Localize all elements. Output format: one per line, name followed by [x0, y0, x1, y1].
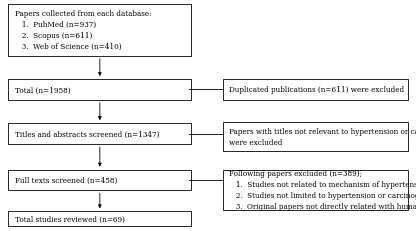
Text: Papers with titles not relevant to hypertension or carcinogenesis (n=889)
were e: Papers with titles not relevant to hyper…	[229, 128, 416, 146]
Text: Papers collected from each database:
   1.  PubMed (n=937)
   2.  Scopus (n=611): Papers collected from each database: 1. …	[15, 10, 151, 51]
FancyBboxPatch shape	[8, 124, 191, 144]
FancyBboxPatch shape	[8, 5, 191, 57]
FancyBboxPatch shape	[223, 80, 408, 100]
FancyBboxPatch shape	[223, 122, 408, 151]
FancyBboxPatch shape	[8, 170, 191, 191]
FancyBboxPatch shape	[223, 170, 408, 210]
Text: Duplicated publications (n=611) were excluded: Duplicated publications (n=611) were exc…	[229, 86, 404, 94]
Text: Titles and abstracts screened (n=1347): Titles and abstracts screened (n=1347)	[15, 130, 159, 138]
Text: Total (n=1958): Total (n=1958)	[15, 86, 70, 94]
Text: Following papers excluded (n=389);
   1.  Studies not related to mechanism of hy: Following papers excluded (n=389); 1. St…	[229, 170, 416, 210]
FancyBboxPatch shape	[8, 211, 191, 226]
Text: Full texts screened (n=458): Full texts screened (n=458)	[15, 176, 117, 184]
FancyBboxPatch shape	[8, 80, 191, 100]
Text: Total studies reviewed (n=69): Total studies reviewed (n=69)	[15, 215, 124, 223]
